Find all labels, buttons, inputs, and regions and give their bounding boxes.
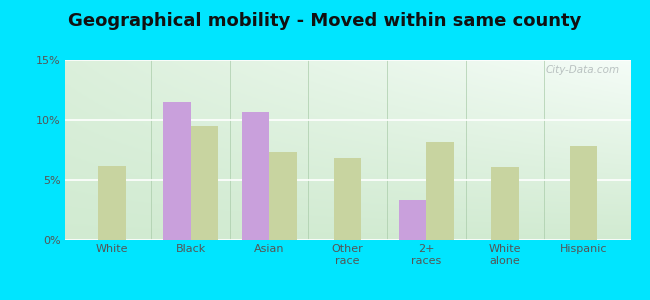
Bar <box>190 126 218 240</box>
Bar <box>163 102 190 240</box>
Text: City-Data.com: City-Data.com <box>545 65 619 75</box>
Text: Geographical mobility - Moved within same county: Geographical mobility - Moved within sam… <box>68 12 582 30</box>
Bar <box>98 166 126 240</box>
Bar <box>399 200 426 240</box>
Bar <box>242 112 269 240</box>
Bar <box>426 142 454 240</box>
Bar <box>269 152 296 240</box>
Bar <box>334 158 361 240</box>
Bar <box>491 167 519 240</box>
Bar <box>569 146 597 240</box>
